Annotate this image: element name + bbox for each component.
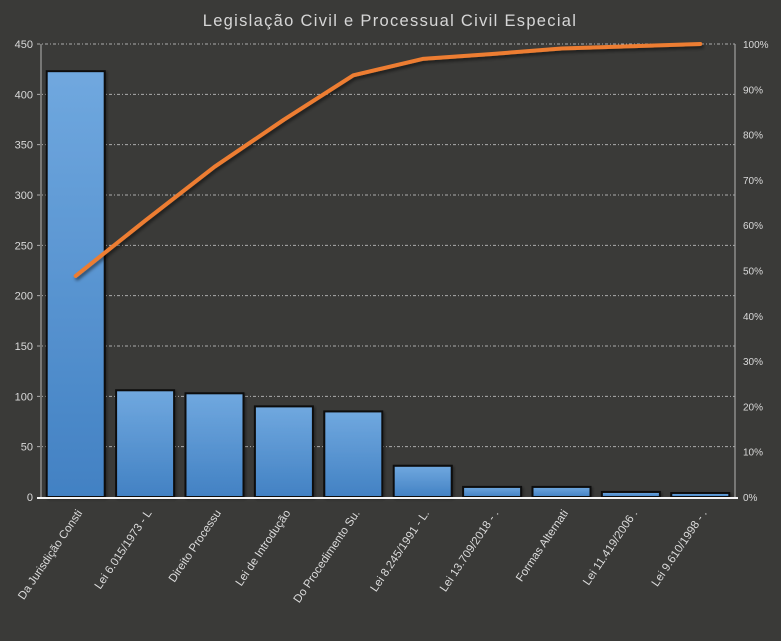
category-label: Lei de Introdução	[234, 508, 294, 588]
bar-10	[670, 491, 731, 498]
bar-2	[115, 389, 176, 498]
right-axis-tick-labels: 0% 10% 20% 30% 40% 50% 60% 70% 80% 90% 100%	[743, 40, 769, 504]
category-label: Lei 8.245/1991 - L.	[369, 508, 433, 594]
right-tick-label: 0%	[743, 493, 758, 504]
bar-8	[531, 485, 592, 498]
gridlines	[37, 43, 735, 448]
category-label: Do Procedimento Su.	[292, 508, 363, 605]
right-tick-label: 70%	[743, 176, 763, 187]
bar-7	[462, 485, 523, 498]
left-tick-label: 50	[21, 442, 33, 454]
axes	[37, 44, 738, 499]
bars-series	[45, 70, 731, 499]
bar-1	[45, 70, 106, 499]
cumulative-line	[73, 42, 703, 278]
category-label: Lei 9.610/1998 - .	[650, 508, 710, 589]
bar-3	[184, 392, 245, 498]
bar-4	[253, 405, 314, 498]
category-label: Formas Alternati	[514, 508, 571, 584]
right-tick-label: 30%	[743, 357, 763, 368]
left-tick-label: 250	[15, 240, 33, 252]
left-tick-label: 200	[15, 291, 33, 303]
left-tick-label: 300	[15, 190, 33, 202]
bar-9	[600, 490, 661, 499]
category-labels: Da Jurisdição Consti Lei 6.015/1973 - L Di…	[16, 507, 710, 605]
category-label: Da Jurisdição Consti	[16, 508, 85, 602]
right-tick-label: 40%	[743, 312, 763, 323]
right-tick-label: 50%	[743, 267, 763, 278]
bar-5	[323, 410, 384, 498]
left-tick-label: 150	[15, 341, 33, 353]
right-tick-label: 20%	[743, 402, 763, 413]
right-tick-label: 60%	[743, 221, 763, 232]
left-tick-label: 450	[15, 39, 33, 51]
left-tick-label: 400	[15, 89, 33, 101]
right-tick-label: 90%	[743, 85, 763, 96]
right-tick-label: 80%	[743, 131, 763, 142]
bar-6	[392, 464, 453, 499]
left-tick-label: 350	[15, 140, 33, 152]
left-tick-label: 0	[27, 492, 33, 504]
left-axis-tick-labels: 0 50 100 150 200 250 300 350 400 450	[15, 39, 33, 504]
chart-title: Legislação Civil e Processual Civil Espe…	[203, 12, 578, 30]
right-tick-label: 100%	[743, 40, 769, 51]
right-tick-label: 10%	[743, 448, 763, 459]
category-label: Lei 6.015/1973 - L	[93, 507, 155, 591]
category-label: Lei 13.709/2018 - .	[438, 508, 502, 594]
category-label: Lei 11.419/2006 .	[581, 508, 640, 588]
cumulative-line-series	[73, 42, 703, 278]
left-tick-label: 100	[15, 391, 33, 403]
category-label: Direito Processu	[167, 508, 224, 585]
